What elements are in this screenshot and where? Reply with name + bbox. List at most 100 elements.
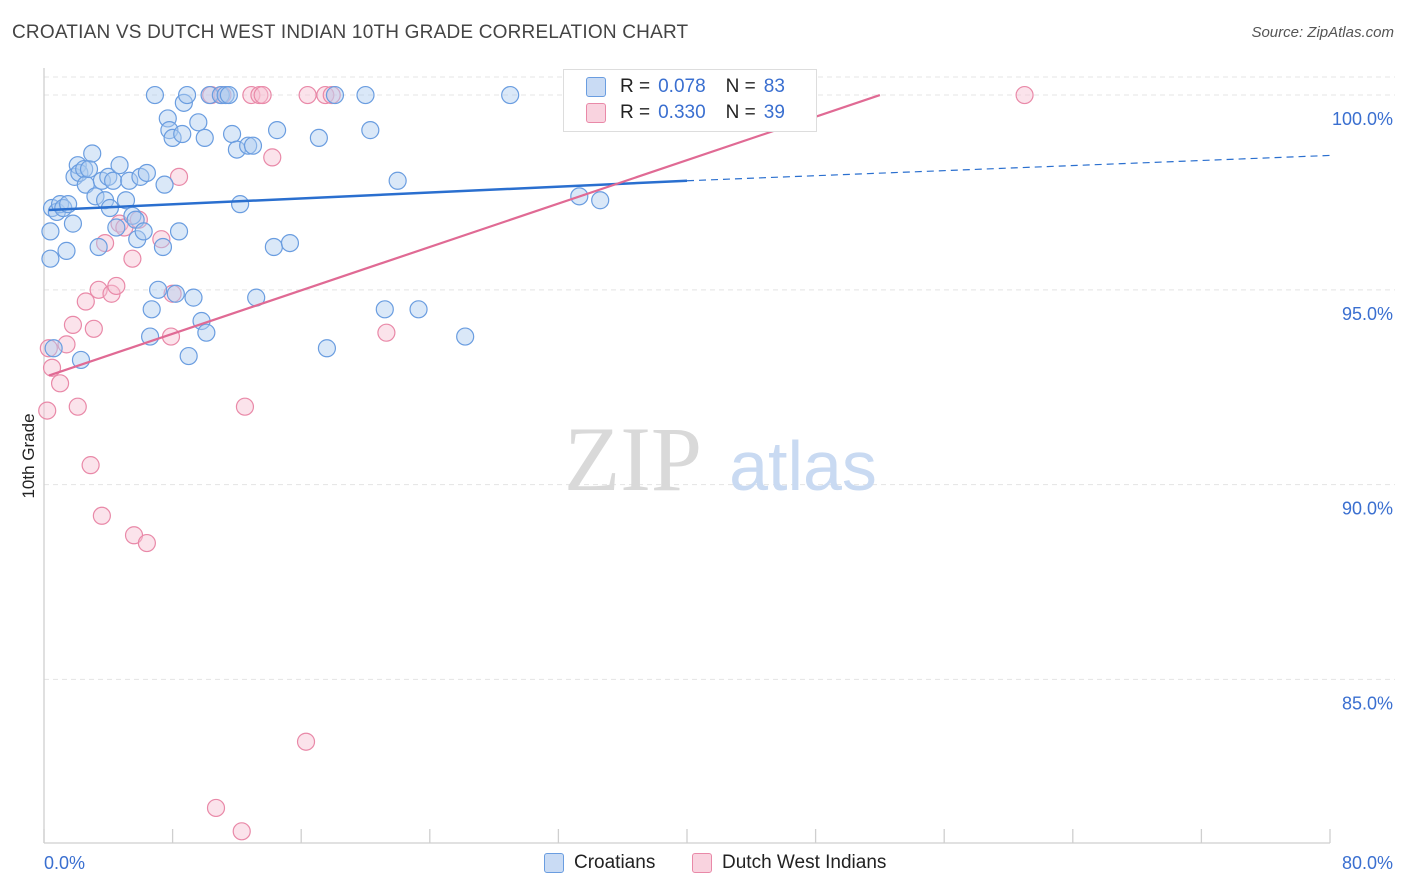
data-point [179, 346, 198, 366]
series-croatians [41, 85, 610, 370]
gridlines [44, 76, 1395, 680]
watermark-atlas: atlas [729, 427, 877, 505]
data-point [184, 288, 203, 307]
data-point [123, 249, 142, 268]
data-point [253, 85, 272, 105]
data-point [243, 136, 263, 155]
data-point [107, 218, 126, 237]
trendline-dutch-west-indians [48, 94, 881, 377]
data-point [155, 175, 174, 194]
data-point [296, 732, 316, 751]
y-tick-label: 95.0% [1342, 304, 1393, 324]
data-point [235, 397, 255, 416]
y-tick-label: 85.0% [1342, 693, 1393, 713]
series-dutch-west-indians [38, 85, 1034, 841]
data-point [63, 315, 83, 334]
data-point [104, 171, 123, 190]
trendline-croatians [48, 179, 688, 212]
data-point [68, 397, 87, 416]
trendlines [48, 94, 1331, 377]
data-point [195, 128, 214, 148]
data-point [1015, 85, 1034, 105]
data-point [239, 136, 258, 155]
y-axis-label: 10th Grade [19, 413, 38, 498]
legend-r-value: 0.330 [658, 102, 706, 123]
data-point [409, 300, 428, 319]
data-point [158, 109, 177, 128]
data-point [375, 300, 394, 319]
data-point [76, 292, 95, 311]
y-tick-label: 100.0% [1332, 109, 1393, 129]
data-point [142, 300, 161, 319]
data-point [169, 222, 189, 241]
data-point [107, 276, 126, 296]
data-point [264, 237, 283, 257]
data-point [456, 327, 475, 346]
data-point [44, 339, 63, 358]
data-point [145, 85, 165, 105]
bottom-legend-swatch-pink [692, 853, 712, 873]
data-point [169, 167, 189, 186]
data-point [41, 249, 60, 268]
data-point [86, 187, 105, 206]
y-tick-label: 90.0% [1342, 499, 1393, 519]
data-point [317, 339, 337, 358]
bottom-legend-label: Croatians [574, 852, 656, 873]
data-point [189, 113, 208, 132]
legend-n-value: 83 [763, 76, 785, 97]
data-point [222, 124, 242, 144]
data-point [298, 85, 317, 105]
data-point [356, 85, 375, 105]
data-point [81, 456, 100, 475]
data-point [134, 222, 153, 241]
data-point [92, 506, 111, 525]
legend-n-label: N = [725, 76, 756, 97]
legend-row-dutch-west-indians: R = 0.330 N = 39 [586, 100, 785, 126]
data-point [377, 323, 396, 342]
bottom-legend-label: Dutch West Indians [722, 852, 887, 873]
data-point [206, 798, 226, 818]
legend-row-croatians: R = 0.078 N = 83 [586, 74, 785, 100]
data-point [75, 159, 94, 179]
data-point [231, 195, 250, 214]
data-point [153, 237, 173, 257]
legend-r-label: R = [620, 76, 651, 97]
legend-r-value: 0.078 [658, 76, 706, 97]
data-point [197, 323, 216, 342]
data-point [50, 374, 70, 393]
legend-r-label: R = [620, 102, 651, 123]
data-point [280, 233, 300, 253]
stats-legend: R = 0.078 N = 83 R = 0.330 N = 39 [563, 69, 817, 132]
data-point [388, 171, 407, 190]
legend-swatch-blue [586, 77, 606, 97]
data-point [361, 121, 380, 140]
data-point [137, 533, 156, 553]
data-point [163, 128, 182, 148]
bottom-legend-croatians: Croatians [544, 852, 655, 874]
data-point [110, 156, 129, 175]
bottom-legend-swatch-blue [544, 853, 564, 873]
tick-labels: 85.0% 90.0% 95.0% 100.0% 0.0% 80.0% [44, 109, 1393, 873]
data-point [120, 171, 139, 190]
data-point [591, 191, 610, 210]
data-point [89, 237, 108, 257]
data-point [173, 124, 192, 144]
data-point [63, 214, 83, 233]
bottom-legend-dutch-west-indians: Dutch West Indians [692, 852, 886, 874]
data-point [57, 241, 76, 260]
legend-n-value: 39 [763, 102, 785, 123]
data-point [501, 85, 520, 105]
data-point [219, 85, 238, 105]
data-point [116, 191, 136, 210]
data-point [309, 128, 328, 148]
data-point [166, 284, 185, 303]
watermark-zip: ZIP [564, 408, 702, 510]
data-point [177, 85, 197, 105]
data-point [39, 339, 58, 358]
data-point [267, 121, 287, 140]
source-label: Source: ZipAtlas.com [1251, 24, 1394, 41]
x-tick-label: 0.0% [44, 853, 85, 873]
axes [43, 68, 1331, 844]
data-point [263, 148, 282, 167]
